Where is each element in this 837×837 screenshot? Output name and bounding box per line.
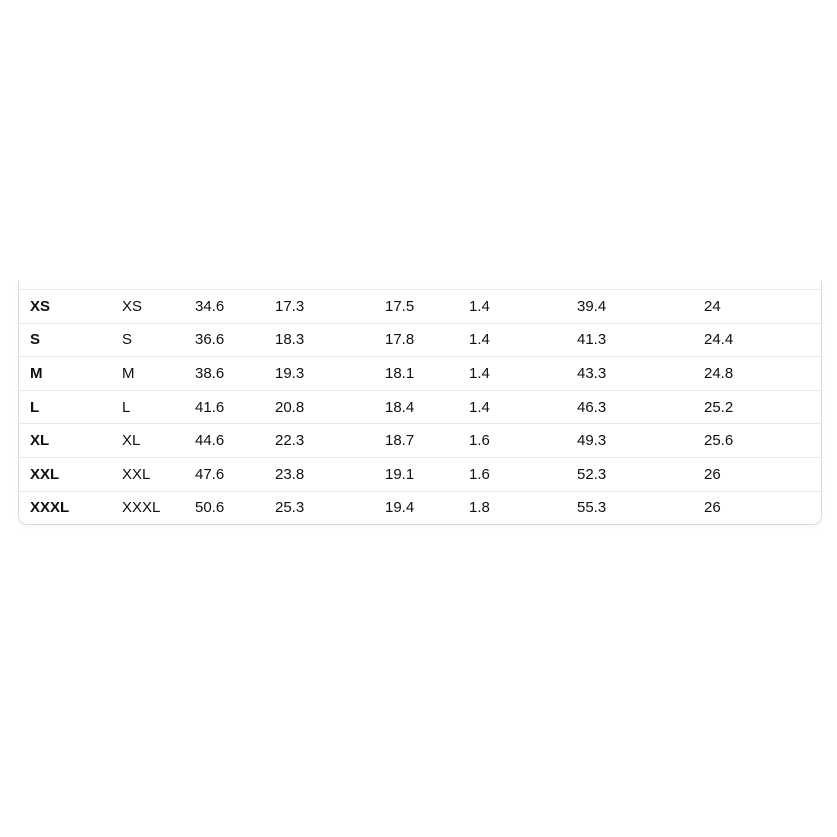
cell-value: 1.4 [458,322,566,357]
cell-value: 24 [704,297,721,315]
cell-value: 1.8 [458,490,566,525]
cell-value: 18.7 [374,423,458,458]
cell-value: 39.4 [577,297,607,315]
table-row: XL XL 44.6 22.3 18.7 1.6 49.3 25.6 [19,423,821,458]
cell-value: 17.5 [385,297,415,315]
cell-value: 36.6 [184,322,264,357]
cell-value: 19.1 [374,456,458,492]
cell-size: XL [111,423,184,458]
table-row: XXXL XXXL 50.6 25.3 19.4 1.8 55.3 26 [19,490,821,525]
cell-size: M [111,356,184,391]
cell-size: XXXL [111,490,184,525]
table-row: S S 36.6 18.3 17.8 1.4 41.3 24.4 [19,322,821,357]
cell-size: S [111,322,184,357]
cell-value: 17.3 [275,297,305,315]
cell-value: 49.3 [566,423,693,458]
cell-value: 38.6 [184,356,264,391]
cell-size: L [111,389,184,424]
cell-value: 46.3 [566,389,693,424]
cell-value: 50.6 [184,490,264,525]
cell-value: 41.6 [184,389,264,424]
table-row: XS XS 34.6 17.3 17.5 1.4 39.4 24 [19,290,821,323]
cell-size: XXL [111,456,184,492]
cell-value: 20.8 [264,389,374,424]
cell-size-label: M [19,356,111,391]
cell-size: XS [122,297,143,315]
cell-value: 23.8 [264,456,374,492]
cell-size-label: XS [30,297,51,315]
cell-value: 43.3 [566,356,693,391]
cell-value: 24.4 [693,322,821,357]
cell-value: 1.4 [469,297,490,315]
cell-value: 1.6 [458,456,566,492]
cell-value: 25.2 [693,389,821,424]
cell-value: 19.4 [374,490,458,525]
cell-value: 22.3 [264,423,374,458]
cell-value: 25.3 [264,490,374,525]
cell-value: 25.6 [693,423,821,458]
cell-size-label: XXXL [19,490,111,525]
cell-value: 34.6 [195,297,225,315]
cell-value: 52.3 [566,456,693,492]
table-row: XXL XXL 47.6 23.8 19.1 1.6 52.3 26 [19,456,821,492]
cell-value: 17.8 [374,322,458,357]
cell-value: 44.6 [184,423,264,458]
cell-value: 26 [693,456,821,492]
cell-size-label: XL [19,423,111,458]
table-row: M M 38.6 19.3 18.1 1.4 43.3 24.8 [19,356,821,391]
cell-value: 18.3 [264,322,374,357]
size-chart-table: XS XS 34.6 17.3 17.5 1.4 39.4 24 S S 36.… [18,281,822,526]
cell-value: 24.8 [693,356,821,391]
table-row: L L 41.6 20.8 18.4 1.4 46.3 25.2 [19,389,821,424]
clipped-header-row [19,281,821,290]
cell-value: 41.3 [566,322,693,357]
cell-value: 55.3 [566,490,693,525]
cell-value: 1.4 [458,356,566,391]
cell-value: 1.6 [458,423,566,458]
cell-value: 18.4 [374,389,458,424]
cell-value: 26 [693,490,821,525]
cell-size-label: XXL [19,456,111,492]
cell-size-label: S [19,322,111,357]
size-chart: XS XS 34.6 17.3 17.5 1.4 39.4 24 S S 36.… [19,290,821,525]
cell-value: 1.4 [458,389,566,424]
cell-size-label: L [19,389,111,424]
cell-value: 47.6 [184,456,264,492]
cell-value: 19.3 [264,356,374,391]
cell-value: 18.1 [374,356,458,391]
